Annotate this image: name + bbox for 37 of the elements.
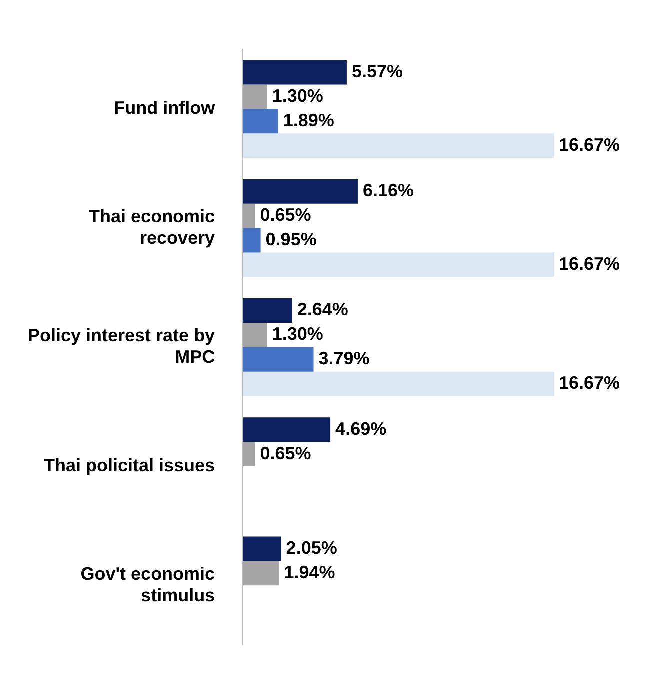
- bar: [243, 561, 280, 586]
- data-label: 6.16%: [362, 180, 414, 201]
- bar: [243, 109, 278, 134]
- data-label: 0.65%: [260, 205, 312, 226]
- data-label: 16.67%: [559, 134, 620, 155]
- bar: [243, 536, 282, 562]
- bar: [243, 442, 256, 467]
- bar: [243, 322, 268, 348]
- bar: [243, 298, 292, 323]
- bar: [243, 204, 256, 228]
- y-tick-label: Policy interest rate by MPC: [28, 326, 216, 368]
- data-label: 16.67%: [559, 254, 620, 274]
- data-label: 1.30%: [272, 324, 324, 344]
- data-label: 1.89%: [283, 110, 334, 130]
- y-tick-label: Fund inflow: [114, 98, 216, 118]
- bar: [243, 179, 358, 204]
- data-label: 5.57%: [352, 62, 404, 82]
- bar: [243, 228, 261, 253]
- y-tick-label: Gov't economic stimulus: [80, 564, 216, 606]
- data-label: 1.30%: [272, 86, 324, 106]
- bar: [243, 84, 268, 110]
- bar: [243, 252, 554, 278]
- data-label: 3.79%: [318, 348, 370, 369]
- y-tick-label: Thai policital issues: [44, 455, 216, 476]
- data-label: 2.05%: [286, 538, 338, 558]
- bar: [243, 372, 554, 396]
- bar: [243, 418, 331, 442]
- data-label: 4.69%: [336, 418, 387, 439]
- data-label: 2.64%: [297, 300, 348, 320]
- bar: [243, 60, 347, 85]
- bar: [243, 347, 314, 372]
- data-label: 0.95%: [266, 229, 317, 250]
- data-label: 1.94%: [284, 562, 336, 582]
- data-label: 0.65%: [260, 443, 312, 464]
- y-tick-label: Thai economic recovery: [89, 206, 216, 248]
- data-label: 16.67%: [559, 373, 620, 393]
- bar: [243, 134, 554, 158]
